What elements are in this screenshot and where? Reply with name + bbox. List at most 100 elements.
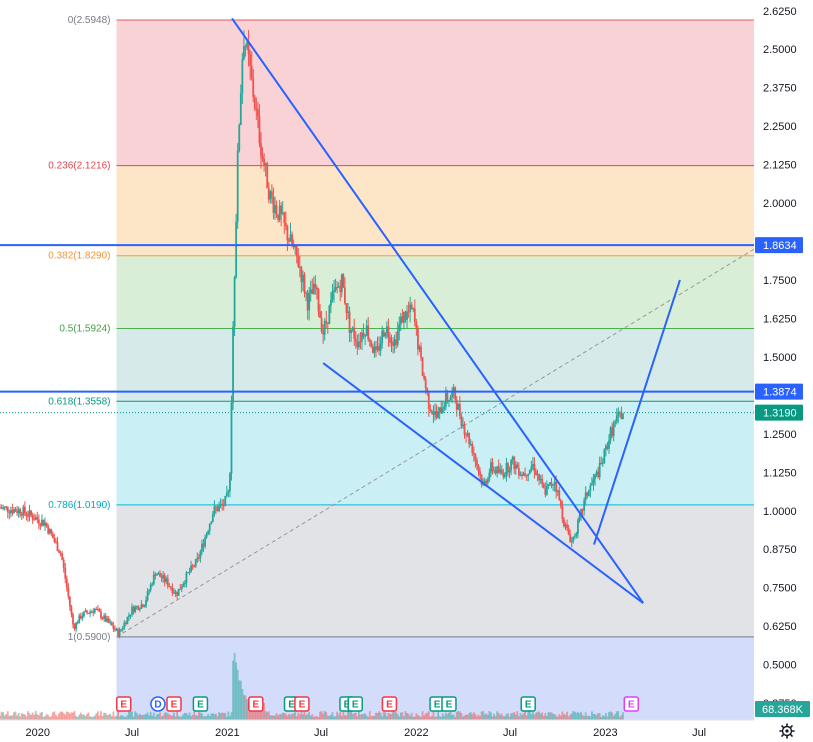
volume-bar bbox=[463, 715, 466, 720]
volume-bar bbox=[16, 715, 18, 720]
volume-bar bbox=[67, 712, 70, 720]
volume-bar bbox=[95, 713, 98, 720]
candle-body bbox=[120, 629, 123, 631]
volume-bar bbox=[577, 711, 579, 720]
candle-body bbox=[337, 286, 340, 288]
candle-body bbox=[27, 515, 29, 517]
candle-body bbox=[392, 341, 394, 346]
volume-bar bbox=[159, 712, 161, 720]
candle-body bbox=[145, 600, 147, 606]
price-axis-tick-label: 1.2500 bbox=[763, 429, 797, 441]
horizontal-price-lines[interactable] bbox=[0, 244, 754, 414]
candle-body bbox=[440, 407, 443, 414]
event-marker-shape bbox=[166, 696, 182, 712]
volume-bar bbox=[283, 712, 286, 720]
earnings-marker[interactable]: E bbox=[520, 696, 536, 712]
candle-body bbox=[267, 188, 270, 200]
candle-body bbox=[58, 550, 60, 553]
earnings-marker[interactable]: E bbox=[347, 696, 363, 712]
earnings-marker[interactable]: E bbox=[248, 696, 264, 712]
volume-bar bbox=[499, 714, 502, 720]
candle-body bbox=[577, 519, 579, 534]
candle-body bbox=[328, 305, 331, 324]
earnings-marker[interactable]: E bbox=[623, 696, 640, 712]
candle-body bbox=[531, 464, 534, 467]
time-axis-tick-label: 2021 bbox=[215, 727, 239, 739]
candle-body bbox=[533, 464, 536, 472]
volume-bar bbox=[401, 712, 404, 720]
candle-body bbox=[326, 322, 329, 324]
candle-body bbox=[379, 343, 382, 351]
volume-bar bbox=[348, 711, 351, 720]
volume-bar bbox=[121, 715, 124, 720]
price-axis-tick-label: 2.6250 bbox=[763, 6, 797, 18]
candle-body bbox=[618, 412, 621, 414]
settings-gear-icon[interactable] bbox=[779, 723, 795, 739]
event-marker-shape bbox=[192, 696, 209, 712]
volume-bar bbox=[267, 711, 270, 720]
candle-body bbox=[50, 529, 53, 534]
dashed-trendline-segment[interactable] bbox=[116, 248, 755, 638]
earnings-marker[interactable]: E bbox=[116, 696, 132, 712]
volume-bar bbox=[575, 712, 578, 720]
trendline[interactable] bbox=[322, 362, 644, 604]
volume-bar bbox=[2, 712, 5, 720]
volume-bar bbox=[6, 711, 9, 720]
candle-body bbox=[542, 484, 545, 489]
time-axis[interactable]: 2020 Jul 2021 Jul 2022 Jul 2023 Jul bbox=[0, 719, 813, 742]
candle-body bbox=[479, 471, 481, 475]
volume-bar bbox=[412, 716, 415, 720]
candle-body bbox=[401, 316, 404, 323]
volume-bar bbox=[441, 713, 444, 720]
volume-bar bbox=[298, 714, 301, 720]
candle-body bbox=[274, 205, 276, 213]
candle-body bbox=[261, 155, 264, 159]
dividend-marker[interactable]: D bbox=[150, 696, 166, 712]
candle-body bbox=[291, 234, 293, 246]
volume-bar bbox=[472, 712, 475, 720]
candle-body bbox=[348, 311, 351, 333]
candle-body bbox=[146, 591, 149, 601]
earnings-marker[interactable]: E bbox=[441, 696, 457, 712]
volume-bar bbox=[5, 714, 8, 720]
volume-bar bbox=[137, 715, 140, 720]
candle-body bbox=[30, 510, 32, 516]
candle-body bbox=[166, 578, 169, 587]
event-marker-shape bbox=[441, 696, 457, 712]
volume-bar bbox=[516, 711, 519, 720]
volume-bar bbox=[455, 711, 458, 720]
candle-body bbox=[342, 274, 345, 288]
volume-bar bbox=[207, 714, 210, 720]
candle-body bbox=[152, 574, 155, 585]
candle-body bbox=[302, 274, 304, 283]
volume-bar bbox=[314, 715, 317, 720]
candle-body bbox=[222, 504, 225, 506]
candle-body bbox=[514, 464, 517, 469]
earnings-marker[interactable]: E bbox=[294, 696, 310, 712]
candle-body bbox=[275, 205, 278, 215]
volume-bar bbox=[614, 713, 617, 720]
volume-bar bbox=[169, 715, 172, 720]
event-marker-letter: E bbox=[386, 700, 393, 711]
trendline[interactable] bbox=[231, 17, 644, 604]
volume-bar bbox=[272, 715, 275, 720]
price-axis[interactable]: 2.6250 2.5000 2.3750 2.2500 2.1250 2.0000 1.75… bbox=[754, 0, 813, 720]
candle-body bbox=[323, 320, 326, 335]
earnings-marker[interactable]: E bbox=[166, 696, 182, 712]
volume-bar bbox=[618, 716, 621, 720]
volume-bar bbox=[86, 713, 88, 720]
earnings-marker[interactable]: E bbox=[381, 696, 398, 712]
candle-body bbox=[199, 551, 202, 559]
candle-body bbox=[218, 505, 220, 512]
time-axis-tick-label: Jul bbox=[692, 727, 706, 739]
volume-bar bbox=[42, 716, 45, 720]
candle-body bbox=[157, 573, 160, 575]
volume-bar bbox=[9, 715, 12, 720]
candle-body bbox=[39, 523, 42, 526]
candle-body bbox=[340, 274, 343, 293]
earnings-marker[interactable]: E bbox=[192, 696, 209, 712]
volume-bar bbox=[36, 714, 39, 720]
candle-body bbox=[382, 330, 385, 337]
